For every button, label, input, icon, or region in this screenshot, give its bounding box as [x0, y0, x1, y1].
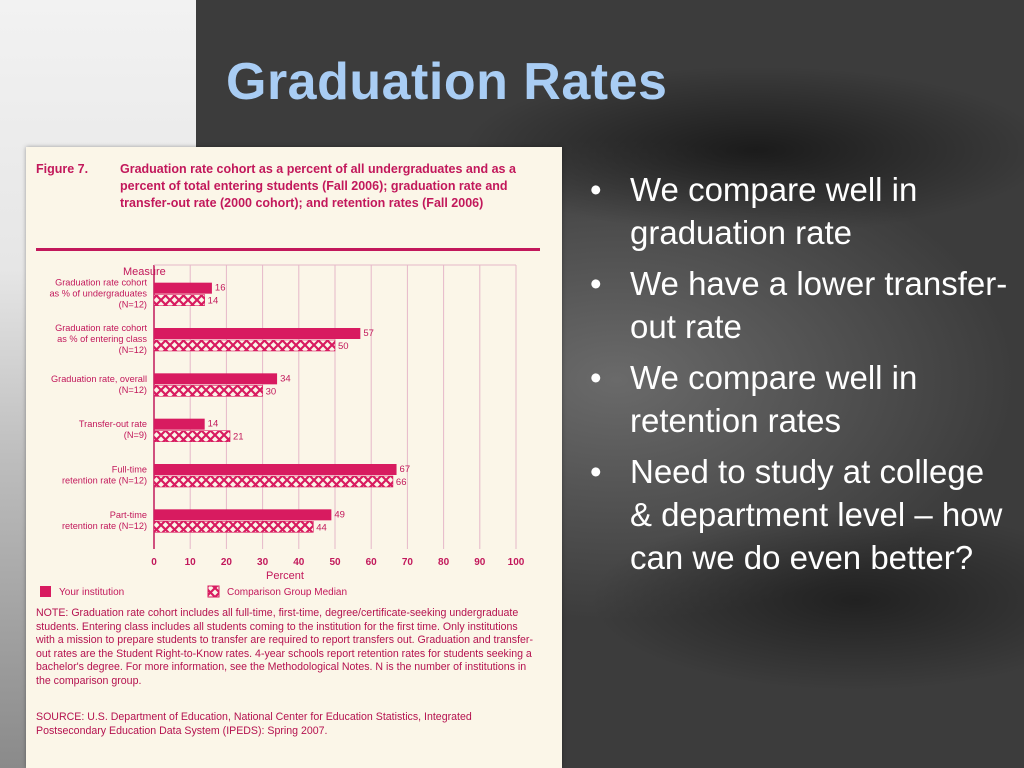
data-label: 30 [266, 386, 277, 397]
x-tick-label: 10 [185, 557, 197, 568]
bar-comparison-median [153, 521, 314, 533]
category-label: Transfer-out rate [79, 419, 147, 429]
x-tick-label: 20 [221, 557, 233, 568]
data-label: 14 [208, 419, 219, 430]
data-label: 16 [215, 283, 226, 294]
category-label: (N=12) [119, 385, 147, 395]
bar-your-institution [154, 373, 278, 385]
category-label: retention rate (N=12) [62, 521, 147, 531]
category-label: Graduation rate, overall [51, 374, 147, 384]
bar-comparison-median [153, 339, 336, 352]
x-tick-label: 90 [474, 557, 486, 568]
y-axis-title: Measure [123, 266, 166, 278]
bar-comparison-median [153, 294, 205, 306]
legend-label-your-institution: Your institution [59, 587, 124, 598]
x-tick-label: 0 [151, 557, 157, 568]
bullet-list: We compare well in graduation rate We ha… [590, 168, 1010, 587]
legend-swatch-comparison [207, 585, 220, 598]
bullet-item: We have a lower transfer-out rate [590, 262, 1010, 348]
category-label: Full-time [112, 465, 147, 475]
bullet-item: Need to study at college & department le… [590, 450, 1010, 579]
data-label: 44 [316, 522, 327, 533]
category-label: Graduation rate cohort [55, 323, 147, 333]
bar-chart: 0 10 20 30 40 50 60 70 80 90 100 Measure Percent Grad… [40, 264, 525, 598]
bullet-item: We compare well in retention rates [590, 356, 1010, 442]
figure-title: Graduation rate cohort as a percent of a… [120, 162, 516, 210]
category-label: Graduation rate cohort [55, 278, 147, 288]
data-label: 34 [280, 373, 291, 384]
x-tick-label: 50 [329, 557, 341, 568]
category-label: (N=12) [119, 345, 147, 355]
bar-your-institution [154, 328, 361, 339]
x-tick-label: 60 [366, 557, 378, 568]
bar-comparison-median [153, 385, 263, 397]
category-label: retention rate (N=12) [62, 476, 147, 486]
legend-swatch-your-institution [40, 586, 51, 597]
bar-your-institution [154, 282, 212, 294]
x-axis-title: Percent [266, 570, 304, 582]
x-tick-label: 100 [508, 557, 525, 568]
category-label: Part-time [110, 510, 147, 520]
legend-label-comparison: Comparison Group Median [227, 587, 347, 598]
x-tick-label: 80 [438, 557, 450, 568]
figure-source: SOURCE: U.S. Department of Education, Na… [36, 711, 472, 737]
data-label: 67 [400, 464, 411, 475]
data-label: 14 [208, 296, 219, 307]
category-label: as % of undergraduates [49, 289, 147, 299]
bar-your-institution [154, 509, 332, 521]
slide-title: Graduation Rates [226, 53, 668, 111]
bullet-item: We compare well in graduation rate [590, 168, 1010, 254]
data-label: 66 [396, 477, 407, 488]
data-label: 57 [363, 328, 374, 339]
bar-your-institution [154, 464, 397, 475]
figure-scan: Figure 7. Graduation rate cohort as a pe… [26, 147, 562, 768]
bar-comparison-median [153, 475, 394, 488]
bar-your-institution [154, 418, 205, 430]
figure-label: Figure 7. [36, 162, 89, 176]
bar-comparison-median [153, 430, 231, 442]
category-label: (N=12) [119, 300, 147, 310]
x-tick-label: 30 [257, 557, 269, 568]
category-label: as % of entering class [57, 334, 147, 344]
x-tick-label: 40 [293, 557, 305, 568]
data-label: 49 [334, 509, 345, 520]
figure-note: NOTE: Graduation rate cohort includes al… [36, 607, 533, 687]
category-label: (N=9) [124, 430, 147, 440]
data-label: 50 [338, 341, 349, 352]
x-tick-label: 70 [402, 557, 414, 568]
figure-rule [36, 248, 540, 251]
data-label: 21 [233, 432, 244, 443]
